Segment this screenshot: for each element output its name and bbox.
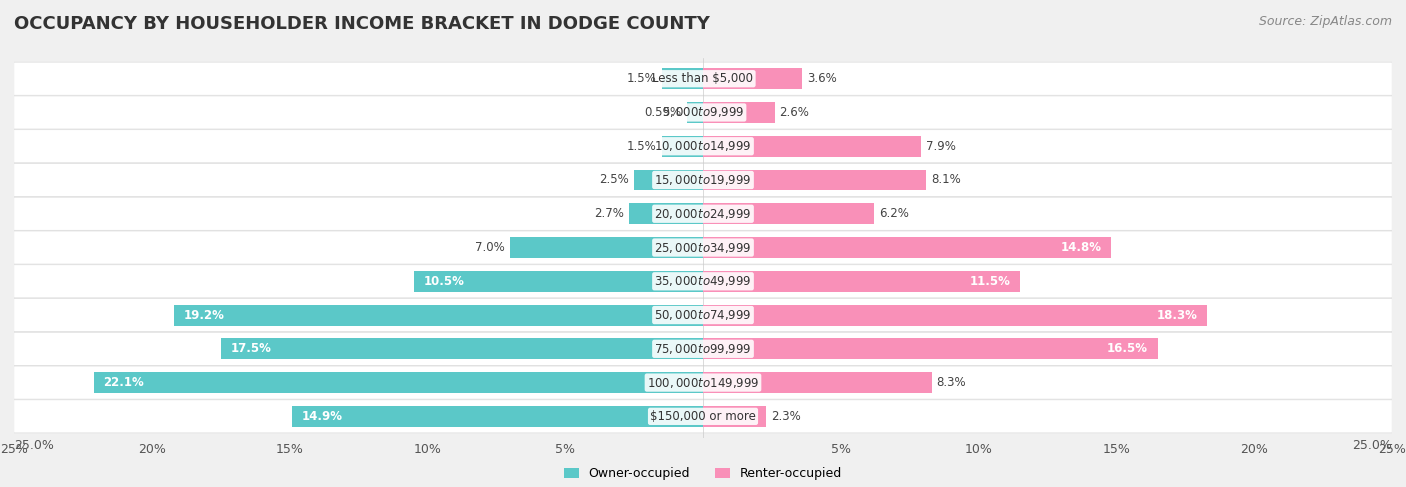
Text: $75,000 to $99,999: $75,000 to $99,999 [654,342,752,356]
Text: 19.2%: 19.2% [184,309,225,321]
Text: 2.7%: 2.7% [593,207,624,220]
Text: 17.5%: 17.5% [231,342,271,356]
Bar [413,271,703,292]
Text: Source: ZipAtlas.com: Source: ZipAtlas.com [1258,15,1392,28]
FancyBboxPatch shape [14,96,1392,129]
Text: $100,000 to $149,999: $100,000 to $149,999 [647,375,759,390]
Bar [703,237,1111,258]
Text: $20,000 to $24,999: $20,000 to $24,999 [654,207,752,221]
Bar [292,406,703,427]
Text: 3.6%: 3.6% [807,72,837,85]
Text: $25,000 to $34,999: $25,000 to $34,999 [654,241,752,255]
Text: 25.0%: 25.0% [1353,439,1392,451]
Text: 11.5%: 11.5% [969,275,1011,288]
Text: 6.2%: 6.2% [879,207,908,220]
FancyBboxPatch shape [14,130,1392,163]
Text: $10,000 to $14,999: $10,000 to $14,999 [654,139,752,153]
Bar [703,169,927,190]
Text: Less than $5,000: Less than $5,000 [652,72,754,85]
Text: $50,000 to $74,999: $50,000 to $74,999 [654,308,752,322]
Text: $35,000 to $49,999: $35,000 to $49,999 [654,274,752,288]
Bar [703,372,932,393]
Text: 8.3%: 8.3% [936,376,966,389]
Text: 18.3%: 18.3% [1157,309,1198,321]
Bar [510,237,703,258]
Text: 22.1%: 22.1% [104,376,145,389]
Bar [703,271,1019,292]
Bar [703,304,1208,325]
Bar [662,136,703,157]
FancyBboxPatch shape [14,366,1392,399]
Text: 16.5%: 16.5% [1107,342,1149,356]
Bar [703,406,766,427]
Text: 14.9%: 14.9% [302,410,343,423]
Bar [703,68,803,89]
Text: 1.5%: 1.5% [627,140,657,153]
Legend: Owner-occupied, Renter-occupied: Owner-occupied, Renter-occupied [558,462,848,485]
Text: 7.0%: 7.0% [475,241,505,254]
FancyBboxPatch shape [14,62,1392,95]
Bar [703,203,875,224]
Text: 2.6%: 2.6% [779,106,810,119]
FancyBboxPatch shape [14,231,1392,264]
Bar [221,338,703,359]
Text: $15,000 to $19,999: $15,000 to $19,999 [654,173,752,187]
Text: 1.5%: 1.5% [627,72,657,85]
FancyBboxPatch shape [14,164,1392,197]
FancyBboxPatch shape [14,265,1392,298]
Text: $150,000 or more: $150,000 or more [650,410,756,423]
Text: 8.1%: 8.1% [931,173,960,187]
FancyBboxPatch shape [14,299,1392,332]
Text: 14.8%: 14.8% [1060,241,1101,254]
FancyBboxPatch shape [14,400,1392,433]
FancyBboxPatch shape [14,197,1392,230]
Text: 2.3%: 2.3% [772,410,801,423]
Text: 0.59%: 0.59% [645,106,682,119]
Bar [662,68,703,89]
Bar [686,102,703,123]
Text: OCCUPANCY BY HOUSEHOLDER INCOME BRACKET IN DODGE COUNTY: OCCUPANCY BY HOUSEHOLDER INCOME BRACKET … [14,15,710,33]
Bar [703,102,775,123]
Text: $5,000 to $9,999: $5,000 to $9,999 [662,106,744,119]
Bar [703,136,921,157]
Text: 10.5%: 10.5% [423,275,464,288]
Bar [703,338,1157,359]
Bar [634,169,703,190]
Text: 2.5%: 2.5% [599,173,628,187]
Bar [628,203,703,224]
Bar [94,372,703,393]
Bar [174,304,703,325]
Text: 7.9%: 7.9% [925,140,956,153]
Text: 25.0%: 25.0% [14,439,53,451]
FancyBboxPatch shape [14,332,1392,365]
